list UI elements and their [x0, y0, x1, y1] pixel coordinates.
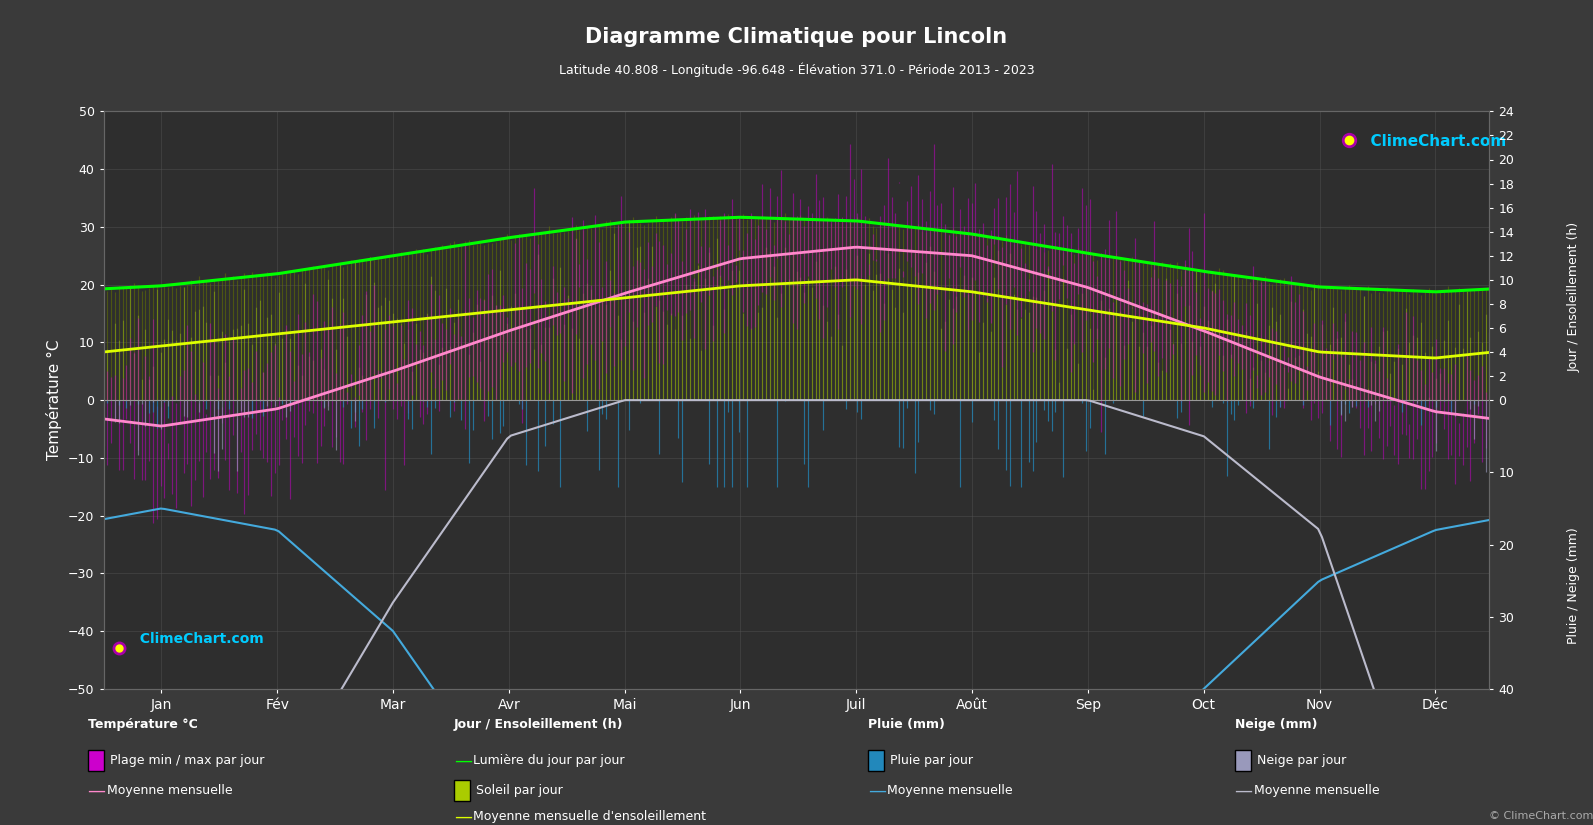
- Text: Jour / Ensoleillement (h): Jour / Ensoleillement (h): [1568, 222, 1580, 372]
- Text: Température °C: Température °C: [88, 718, 198, 731]
- Text: —: —: [454, 752, 472, 770]
- Text: —: —: [868, 781, 886, 799]
- Text: Latitude 40.808 - Longitude -96.648 - Élévation 371.0 - Période 2013 - 2023: Latitude 40.808 - Longitude -96.648 - Él…: [559, 63, 1034, 78]
- Text: Pluie par jour: Pluie par jour: [890, 754, 973, 767]
- Text: Pluie (mm): Pluie (mm): [868, 718, 945, 731]
- Text: Moyenne mensuelle: Moyenne mensuelle: [1254, 784, 1380, 797]
- Y-axis label: Température °C: Température °C: [46, 340, 62, 460]
- Text: Soleil par jour: Soleil par jour: [476, 784, 562, 797]
- Text: —: —: [88, 781, 105, 799]
- Text: © ClimeChart.com: © ClimeChart.com: [1489, 811, 1593, 821]
- Text: —: —: [454, 808, 472, 825]
- Text: ClimeChart.com: ClimeChart.com: [131, 632, 264, 646]
- Text: —: —: [1235, 781, 1252, 799]
- Text: Pluie / Neige (mm): Pluie / Neige (mm): [1568, 527, 1580, 644]
- Text: Neige par jour: Neige par jour: [1257, 754, 1346, 767]
- Text: Moyenne mensuelle: Moyenne mensuelle: [887, 784, 1013, 797]
- Text: Lumière du jour par jour: Lumière du jour par jour: [473, 754, 624, 767]
- Text: Moyenne mensuelle d'ensoleillement: Moyenne mensuelle d'ensoleillement: [473, 810, 706, 823]
- Text: Diagramme Climatique pour Lincoln: Diagramme Climatique pour Lincoln: [586, 27, 1007, 47]
- Text: Plage min / max par jour: Plage min / max par jour: [110, 754, 264, 767]
- Text: Jour / Ensoleillement (h): Jour / Ensoleillement (h): [454, 718, 623, 731]
- Text: Moyenne mensuelle: Moyenne mensuelle: [107, 784, 233, 797]
- Text: ClimeChart.com: ClimeChart.com: [1360, 134, 1507, 149]
- Text: Neige (mm): Neige (mm): [1235, 718, 1317, 731]
